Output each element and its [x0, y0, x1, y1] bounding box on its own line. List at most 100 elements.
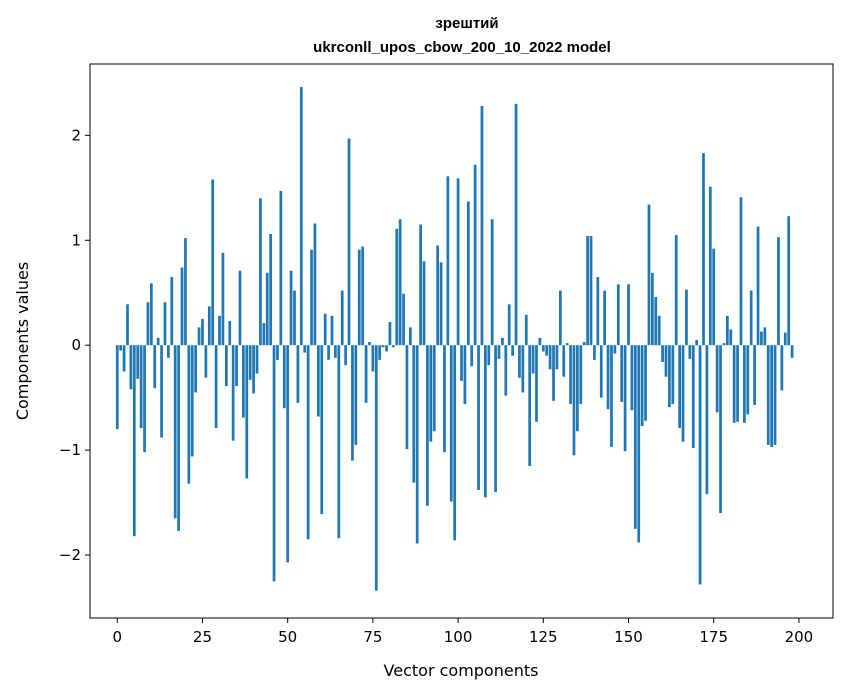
bar-47	[276, 345, 279, 360]
y-tick-label-0: 0	[71, 336, 81, 354]
bar-85	[405, 345, 409, 450]
bar-25	[201, 318, 204, 346]
y-tick-label-2: 2	[71, 126, 81, 144]
bar-132	[565, 343, 569, 346]
bar-65	[337, 345, 341, 539]
bar-168	[688, 345, 692, 359]
bar-140	[593, 345, 596, 360]
bar-148	[620, 345, 624, 402]
bar-191	[766, 345, 770, 445]
bar-0	[115, 345, 119, 430]
bar-14	[163, 302, 167, 346]
bar-66	[340, 290, 344, 346]
bar-10	[149, 283, 153, 346]
bar-7	[139, 345, 143, 429]
bar-99	[453, 345, 457, 541]
bar-166	[681, 345, 685, 442]
bar-100	[456, 178, 460, 346]
bar-28	[211, 179, 215, 346]
bar-102	[463, 345, 467, 404]
bar-4	[129, 345, 133, 390]
bar-143	[603, 290, 607, 346]
bar-135	[576, 345, 579, 432]
bar-103	[466, 201, 470, 346]
bar-124	[538, 337, 542, 346]
y-tick-label--2: −2	[59, 546, 81, 564]
bar-141	[596, 277, 600, 346]
bar-23	[194, 345, 198, 393]
bar-89	[419, 224, 422, 346]
bar-196	[783, 332, 787, 346]
x-tick-label-200: 200	[785, 628, 814, 646]
bar-165	[678, 345, 681, 429]
bars-group	[115, 87, 794, 591]
chart-subtitle: ukrconll_upos_cbow_200_10_2022 model	[313, 39, 611, 56]
bar-72	[361, 246, 365, 346]
bar-194	[777, 237, 780, 346]
bar-115	[507, 304, 511, 346]
bar-155	[644, 345, 647, 421]
bar-24	[197, 327, 201, 346]
bar-71	[357, 249, 361, 346]
bar-139	[589, 236, 593, 346]
bar-83	[398, 219, 402, 346]
bar-111	[494, 345, 497, 493]
bar-69	[351, 345, 354, 461]
bar-13	[160, 345, 163, 438]
x-tick-label-50: 50	[278, 628, 297, 646]
x-tick-label-175: 175	[699, 628, 728, 646]
bar-101	[460, 345, 463, 381]
bar-179	[725, 315, 729, 346]
bar-6	[136, 345, 140, 379]
bar-137	[582, 342, 586, 346]
bar-54	[299, 87, 303, 346]
bar-112	[497, 345, 501, 359]
x-tick-label-25: 25	[193, 628, 212, 646]
x-tick-label-100: 100	[444, 628, 473, 646]
bar-164	[674, 235, 678, 346]
bar-198	[790, 345, 794, 358]
bar-160	[661, 345, 664, 362]
bar-129	[555, 345, 559, 370]
bar-190	[763, 327, 767, 346]
bar-107	[480, 105, 484, 346]
bar-86	[409, 327, 412, 346]
bar-97	[446, 176, 450, 346]
bar-22	[190, 345, 194, 457]
bar-35	[235, 345, 238, 387]
bar-75	[371, 345, 375, 372]
bar-96	[443, 345, 446, 453]
bar-192	[770, 345, 774, 447]
bar-11	[153, 345, 157, 389]
bar-118	[518, 345, 521, 378]
bar-147	[616, 284, 620, 346]
bar-21	[187, 345, 191, 484]
bar-92	[429, 345, 433, 442]
bar-151	[630, 345, 634, 411]
bar-123	[535, 345, 538, 422]
bar-94	[436, 245, 440, 346]
bar-162	[668, 345, 671, 408]
bar-136	[579, 345, 583, 404]
bar-3	[126, 304, 129, 346]
bar-59	[316, 345, 320, 417]
bar-163	[671, 345, 675, 404]
x-tick-label-125: 125	[529, 628, 558, 646]
bar-93	[432, 345, 436, 432]
chart-title: зрештий	[435, 15, 498, 32]
bar-55	[303, 345, 307, 353]
bar-144	[606, 345, 610, 410]
bar-106	[477, 345, 480, 490]
bar-87	[412, 345, 416, 483]
bar-26	[204, 345, 208, 378]
bar-77	[378, 345, 382, 360]
bar-42	[259, 198, 262, 346]
y-tick-label-1: 1	[71, 231, 81, 249]
bar-32	[224, 345, 228, 387]
bar-50	[286, 345, 290, 563]
bar-127	[548, 345, 552, 370]
bar-197	[787, 216, 791, 346]
bar-108	[483, 345, 487, 498]
bar-117	[514, 103, 518, 346]
bar-114	[504, 345, 508, 396]
